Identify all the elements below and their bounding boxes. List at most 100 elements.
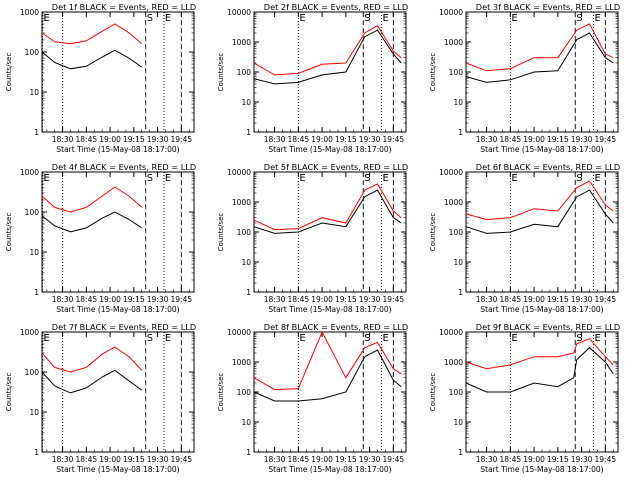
flag-marker-label: E: [594, 13, 600, 24]
panel-2: Det 2f BLACK = Events, RED = LLD 1 10 100 10…: [217, 2, 408, 154]
series-line-events: [41, 369, 143, 394]
x-tick-label: 19:00: [523, 295, 545, 304]
y-axis-label: Counts/sec: [217, 213, 225, 252]
x-tick-label: 19:00: [99, 455, 121, 464]
flag-marker-label: S: [147, 333, 153, 344]
y-axis-label: Counts/sec: [5, 53, 13, 92]
y-tick-label: 100: [237, 388, 252, 397]
series-line-events: [253, 349, 402, 402]
x-tick-label: 19:45: [383, 135, 405, 144]
flag-marker-label: E: [511, 333, 517, 344]
x-tick-label: 19:45: [383, 295, 405, 304]
series-line-lld: [41, 23, 143, 45]
x-tick-label: 19:15: [123, 455, 145, 464]
x-tick-label: 19:30: [147, 295, 169, 304]
panel-6: Det 6f BLACK = Events, RED = LLD 1 10 100 10…: [429, 162, 620, 314]
y-tick-label: 100: [237, 228, 252, 237]
x-tick-label: 19:30: [571, 295, 593, 304]
x-tick-label: 18:30: [52, 295, 74, 304]
x-tick-label: 19:30: [571, 455, 593, 464]
series-line-lld: [465, 338, 614, 370]
plot-frame: [41, 331, 195, 453]
x-tick-label: 19:15: [547, 455, 569, 464]
x-tick-label: 19:30: [359, 295, 381, 304]
flag-marker-label: S: [147, 173, 153, 184]
x-tick-label: 19:15: [335, 295, 357, 304]
panel-8: Det 8f BLACK = Events, RED = LLD 1 10 100 10…: [217, 322, 408, 474]
panel-title: Det 3f BLACK = Events, RED = LLD: [476, 2, 620, 12]
flag-marker-label: E: [165, 173, 171, 184]
flag-marker-label: E: [382, 333, 388, 344]
x-tick-label: 18:30: [264, 295, 286, 304]
flag-marker-label: E: [165, 333, 171, 344]
y-tick-label: 100: [25, 208, 40, 217]
x-tick-label: 18:45: [288, 295, 310, 304]
x-axis-label: Start Time (15-May-08 18:17:00): [480, 465, 603, 474]
flag-marker-label: E: [43, 13, 49, 24]
flag-marker-label: S: [576, 13, 582, 24]
y-tick-label: 10: [241, 258, 251, 267]
y-tick-label: 1000: [444, 38, 463, 47]
x-tick-label: 19:15: [123, 295, 145, 304]
x-tick-label: 19:15: [335, 455, 357, 464]
y-tick-label: 100: [449, 68, 464, 77]
flag-marker-label: E: [299, 13, 305, 24]
x-tick-label: 19:45: [383, 455, 405, 464]
flag-marker-label: E: [165, 13, 171, 24]
series-line-lld: [253, 183, 402, 231]
series-line-events: [465, 347, 614, 393]
x-tick-label: 18:30: [476, 135, 498, 144]
flag-marker-label: E: [43, 173, 49, 184]
y-tick-label: 100: [449, 228, 464, 237]
series-line-events: [253, 29, 402, 85]
series-line-lld: [465, 23, 614, 72]
flag-marker-label: E: [594, 173, 600, 184]
x-tick-label: 19:00: [523, 455, 545, 464]
x-tick-label: 19:45: [171, 295, 193, 304]
y-tick-label: 1: [246, 288, 251, 297]
y-tick-label: 1000: [20, 8, 39, 17]
x-axis-label: Start Time (15-May-08 18:17:00): [268, 305, 391, 314]
y-tick-label: 10000: [439, 168, 463, 177]
y-tick-label: 1000: [232, 358, 251, 367]
flag-marker-label: E: [594, 333, 600, 344]
panel-title: Det 1f BLACK = Events, RED = LLD: [52, 2, 196, 12]
x-axis-label: Start Time (15-May-08 18:17:00): [56, 305, 179, 314]
x-tick-label: 19:15: [547, 295, 569, 304]
y-tick-label: 100: [25, 48, 40, 57]
x-tick-label: 19:45: [595, 455, 617, 464]
y-axis-label: Counts/sec: [429, 53, 437, 92]
series-line-events: [465, 189, 614, 234]
y-tick-label: 10: [29, 408, 39, 417]
y-tick-label: 1: [34, 448, 39, 457]
flag-marker-label: E: [382, 13, 388, 24]
x-tick-label: 19:45: [171, 455, 193, 464]
x-tick-label: 18:45: [76, 295, 98, 304]
x-tick-label: 19:30: [147, 135, 169, 144]
flag-marker-label: S: [364, 13, 370, 24]
x-tick-label: 18:30: [476, 455, 498, 464]
series-line-lld: [253, 330, 402, 391]
flag-marker-label: S: [364, 333, 370, 344]
x-tick-label: 19:15: [335, 135, 357, 144]
panel-title: Det 2f BLACK = Events, RED = LLD: [264, 2, 408, 12]
series-line-lld: [253, 25, 402, 76]
panel-1: Det 1f BLACK = Events, RED = LLD 1 10 100 10…: [5, 2, 196, 154]
panel-title: Det 4f BLACK = Events, RED = LLD: [52, 162, 196, 172]
x-tick-label: 19:00: [523, 135, 545, 144]
y-tick-label: 10: [453, 258, 463, 267]
x-axis-label: Start Time (15-May-08 18:17:00): [56, 145, 179, 154]
y-tick-label: 100: [25, 368, 40, 377]
y-tick-label: 1: [246, 128, 251, 137]
panel-title: Det 9f BLACK = Events, RED = LLD: [476, 322, 620, 332]
plot-frame: [253, 331, 407, 453]
x-axis-label: Start Time (15-May-08 18:17:00): [56, 465, 179, 474]
x-tick-label: 19:30: [359, 455, 381, 464]
y-tick-label: 10000: [439, 8, 463, 17]
series-line-events: [465, 32, 614, 83]
y-tick-label: 1000: [20, 328, 39, 337]
x-tick-label: 19:45: [171, 135, 193, 144]
y-tick-label: 1: [246, 448, 251, 457]
plot-frame: [253, 171, 407, 293]
